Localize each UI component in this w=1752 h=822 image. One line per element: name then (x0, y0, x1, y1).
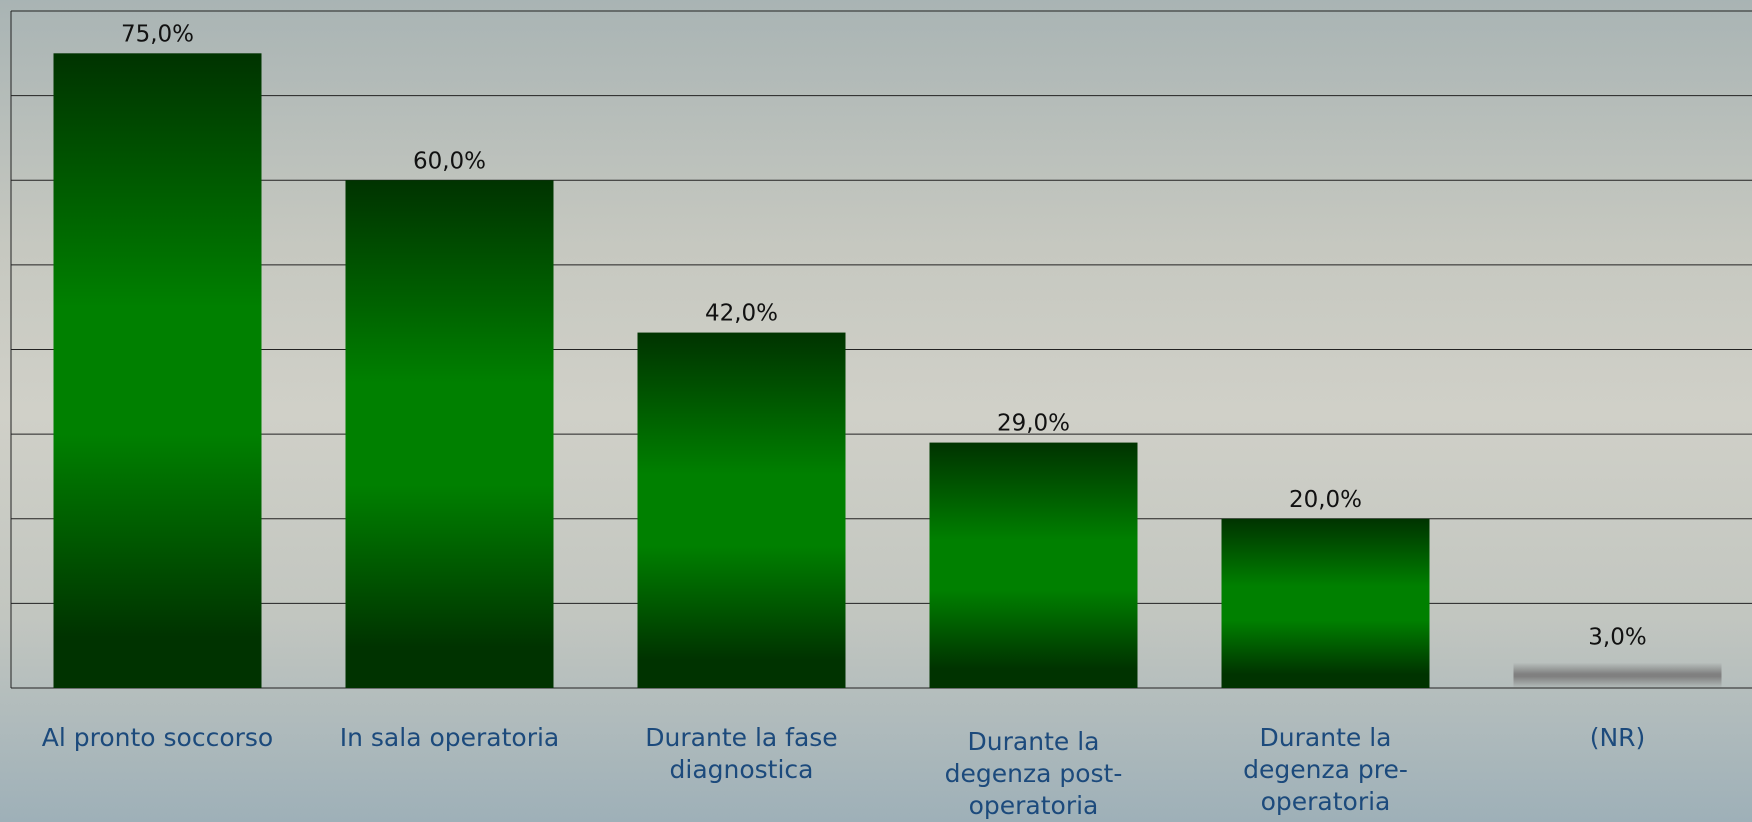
bar (1513, 662, 1722, 688)
bar (345, 180, 554, 688)
value-label: 29,0% (997, 411, 1070, 437)
value-label: 3,0% (1588, 625, 1646, 651)
value-label: 42,0% (705, 301, 778, 327)
x-tick-label: Al pronto soccorso (41, 723, 274, 752)
x-tick-label: Durante la degenza pre-operatoria (1243, 723, 1408, 816)
value-label: 60,0% (413, 148, 486, 174)
x-tick-label: In sala operatoria (339, 723, 560, 752)
x-tick-label: Durante la fase diagnostica (645, 723, 838, 784)
value-label: 75,0% (121, 21, 194, 47)
bar (53, 53, 262, 688)
x-tick-label: (NR) (1589, 723, 1646, 752)
bar (637, 332, 846, 688)
x-tick-label: Durante la degenza post-operatoria (944, 727, 1123, 820)
bar (929, 442, 1138, 688)
bar (1221, 518, 1430, 688)
value-label: 20,0% (1289, 487, 1362, 513)
